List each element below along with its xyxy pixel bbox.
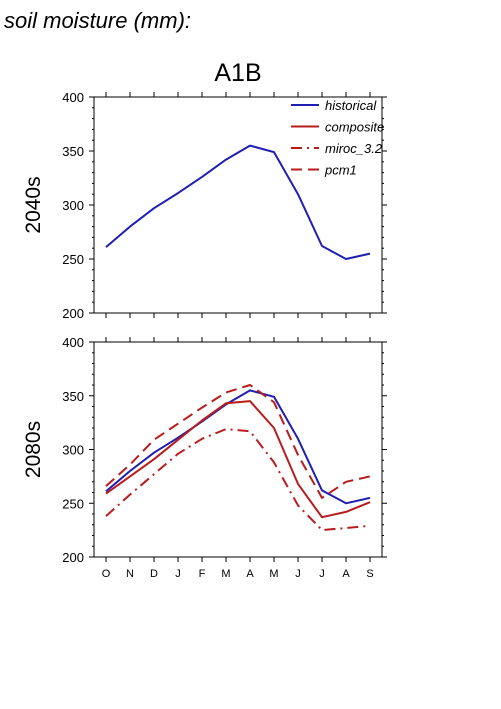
y-tick-label: 400 [62, 90, 84, 105]
series-line-historical [105, 144, 371, 260]
y-tick-label: 200 [62, 550, 84, 565]
x-tick-label: F [199, 568, 206, 580]
y-tick-label: 250 [62, 252, 84, 267]
scenario-title: A1B [214, 59, 261, 87]
x-tick-label: J [295, 568, 301, 580]
x-tick-label: J [319, 568, 325, 580]
x-tick-label: A [342, 568, 350, 580]
y-tick-label: 250 [62, 496, 84, 511]
series-line-historical [105, 389, 371, 505]
legend-label: pcm1 [324, 163, 357, 178]
x-tick-label: N [126, 568, 134, 580]
y-tick-label: 300 [62, 443, 84, 458]
panel-2080s: 200 250 300 350 400 O N D J F M A M J J A S 2080s [22, 335, 387, 580]
y-tick-label: 200 [62, 306, 84, 321]
figure-title: soil moisture (mm): [4, 8, 191, 33]
x-tick-label: J [175, 568, 181, 580]
legend-label: historical [325, 98, 377, 113]
series-line-pcm1 [105, 384, 371, 499]
y-tick-label: 300 [62, 198, 84, 213]
y-tick-label: 350 [62, 144, 84, 159]
panel-label: 2080s [22, 421, 45, 478]
legend-label: composite [325, 120, 384, 135]
x-tick-label: A [246, 568, 254, 580]
x-tick-label: D [150, 568, 158, 580]
x-tick-label: S [366, 568, 373, 580]
x-tick-label: M [269, 568, 278, 580]
legend-label: miroc_3.2 [325, 141, 383, 156]
series-line-composite [105, 400, 371, 519]
panel-label: 2040s [22, 176, 45, 233]
x-tick-label: O [102, 568, 111, 580]
x-tick-label: M [221, 568, 230, 580]
plot-frame [93, 341, 383, 558]
series-line-miroc-3-2 [105, 428, 371, 532]
y-tick-label: 350 [62, 389, 84, 404]
panel-2040s: 200 250 300 350 400 2040s historical composite m… [22, 90, 387, 321]
y-tick-label: 400 [62, 335, 84, 350]
